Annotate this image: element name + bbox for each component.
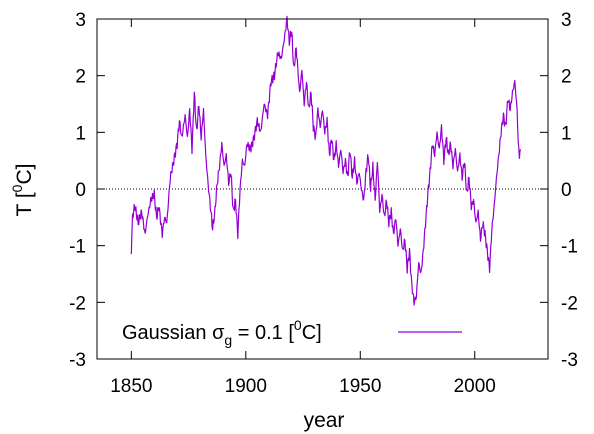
x-tick-label: 1850	[110, 376, 152, 397]
x-tick-label: 1900	[225, 376, 267, 397]
left-y-tick-labels: -3 -2 -1 0 1 2 3	[69, 10, 86, 371]
x-tick-labels: 1850 1900 1950 2000	[110, 376, 496, 397]
x-tick-label: 2000	[454, 376, 496, 397]
y-tick-label-left: 0	[75, 180, 86, 201]
y-axis-label-base: T [	[13, 192, 36, 216]
y-tick-label-right: 1	[561, 123, 572, 144]
y-tick-label-left: -3	[69, 350, 86, 371]
right-y-tick-labels: -3 -2 -1 0 1 2 3	[561, 10, 578, 371]
y-tick-label-right: -3	[561, 350, 578, 371]
series-line-gaussian	[130, 15, 522, 306]
y-tick-label-left: 1	[75, 123, 86, 144]
legend-sigma: σ	[212, 322, 225, 344]
y-axis-label-sup: 0	[9, 184, 25, 192]
y-axis-label-group: T [0C]	[9, 164, 36, 217]
y-tick-label-left: 2	[75, 67, 86, 88]
y-tick-label-left: -1	[69, 237, 86, 258]
y-tick-label-right: 3	[561, 10, 572, 31]
legend-pre: Gaussian	[122, 322, 212, 344]
y-tick-label-right: 2	[561, 67, 572, 88]
legend-sub: g	[224, 332, 232, 348]
plot-frame	[96, 18, 549, 360]
y-tick-label-right: -1	[561, 237, 578, 258]
x-tick-label: 1950	[339, 376, 381, 397]
y-tick-label-right: 0	[561, 180, 572, 201]
y-axis-label-tail: C]	[13, 164, 36, 185]
legend: Gaussian σg = 0.1 [0C]	[122, 317, 462, 348]
legend-sup: 0	[294, 317, 302, 333]
y-tick-label-right: -2	[561, 293, 578, 314]
legend-tail: C]	[302, 322, 322, 344]
y-tick-label-left: -2	[69, 293, 86, 314]
legend-mid: = 0.1 [	[232, 322, 294, 344]
legend-label: Gaussian σg = 0.1 [0C]	[122, 317, 322, 348]
y-tick-label-left: 3	[75, 10, 86, 31]
x-axis-label: year	[304, 409, 345, 432]
y-axis-label: T [0C]	[9, 164, 36, 217]
